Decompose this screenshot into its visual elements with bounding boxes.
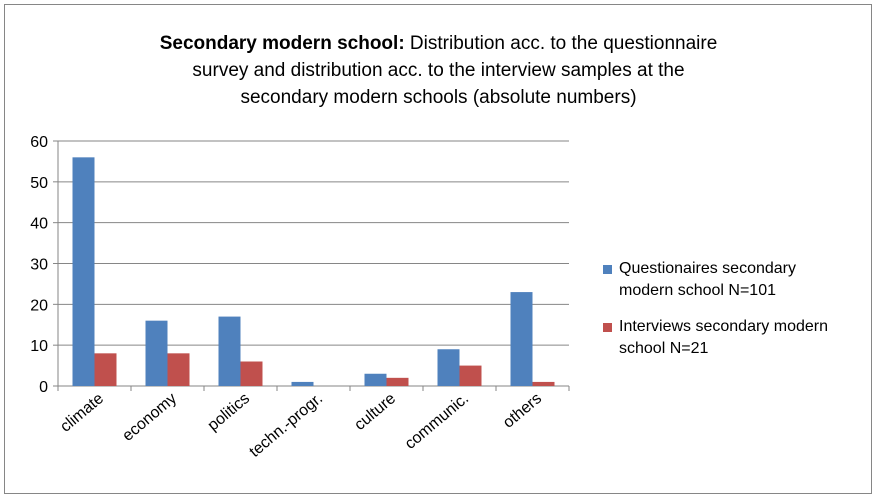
- legend-label-interviews-2: school N=21: [619, 340, 709, 357]
- title-bold: Secondary modern school:: [159, 33, 405, 54]
- legend-swatch-interviews: [603, 323, 612, 332]
- bar-questionnaires: [364, 373, 387, 386]
- bar-interviews: [240, 361, 263, 386]
- bar-questionnaires: [510, 292, 533, 386]
- legend-label-interviews-1: Interviews secondary modern: [619, 318, 828, 335]
- x-tick-label: communic.: [402, 390, 472, 453]
- legend-swatch-questionnaires: [603, 265, 612, 274]
- bar-questionnaires: [437, 349, 460, 386]
- bar-questionnaires: [291, 381, 314, 386]
- title-rest: Distribution acc. to the questionnaire: [404, 33, 718, 54]
- bar-questionnaires: [72, 157, 95, 386]
- title-line-2: survey and distribution acc. to the inte…: [192, 60, 685, 81]
- legend-label-questionnaires-1: Questionaires secondary: [619, 260, 796, 277]
- bar-questionnaires: [218, 316, 241, 386]
- x-tick-label: others: [500, 390, 545, 432]
- y-tick-label: 40: [30, 216, 48, 233]
- chart-frame: [4, 4, 872, 494]
- bar-interviews: [532, 381, 555, 386]
- x-tick-label: economy: [119, 390, 180, 445]
- y-tick-label: 20: [30, 297, 48, 314]
- x-tick-label: politics: [205, 390, 253, 434]
- y-tick-label: 50: [30, 175, 48, 192]
- bar-interviews: [386, 377, 409, 386]
- bar-interviews: [167, 353, 190, 386]
- legend: Questionaires secondary modern school N=…: [603, 258, 863, 374]
- y-tick-label: 10: [30, 338, 48, 355]
- y-tick-label: 60: [30, 134, 48, 151]
- legend-item-questionnaires: Questionaires secondary modern school N=…: [603, 258, 863, 302]
- x-tick-label: culture: [351, 390, 399, 434]
- legend-item-interviews: Interviews secondary modern school N=21: [603, 316, 863, 360]
- x-tick-label: techn.-progr.: [246, 390, 326, 461]
- y-tick-label: 30: [30, 257, 48, 274]
- chart-title: Secondary modern school: Distribution ac…: [0, 30, 877, 111]
- title-line-3: secondary modern schools (absolute numbe…: [240, 87, 637, 108]
- bar-interviews: [94, 353, 117, 386]
- bar-questionnaires: [145, 320, 168, 386]
- legend-label-questionnaires-2: modern school N=101: [619, 282, 776, 299]
- y-tick-label: 0: [39, 379, 48, 396]
- bar-interviews: [459, 365, 482, 386]
- x-tick-label: climate: [57, 390, 107, 436]
